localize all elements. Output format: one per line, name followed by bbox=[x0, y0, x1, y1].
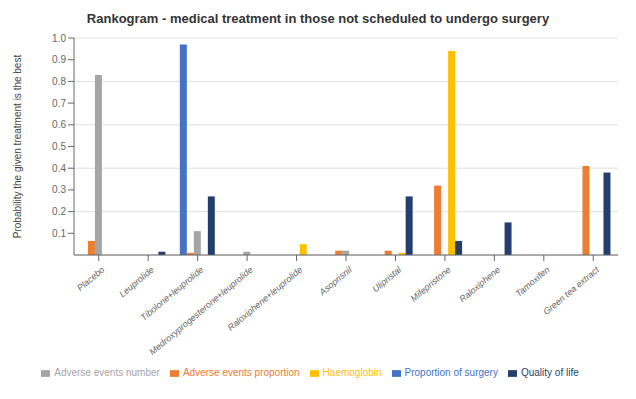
svg-text:1.0: 1.0 bbox=[52, 33, 66, 44]
svg-text:Leuprolide: Leuprolide bbox=[117, 265, 156, 300]
svg-text:Raloxiphene: Raloxiphene bbox=[457, 265, 502, 305]
svg-text:Placebo: Placebo bbox=[75, 265, 106, 294]
svg-text:0.8: 0.8 bbox=[52, 76, 66, 87]
svg-text:0.9: 0.9 bbox=[52, 54, 66, 65]
html-text:Haemoglobin: Haemoglobin bbox=[322, 367, 382, 378]
html-text:Proportion of surgery: Proportion of surgery bbox=[404, 367, 498, 378]
svg-text:Raloxiphene+leuprolide: Raloxiphene+leuprolide bbox=[226, 265, 305, 333]
svg-text:0.1: 0.1 bbox=[52, 228, 66, 239]
svg-text:0.7: 0.7 bbox=[52, 98, 66, 109]
svg-text:0.6: 0.6 bbox=[52, 119, 66, 130]
svg-text:Probability the given treatmen: Probability the given treatment is the b… bbox=[12, 55, 23, 239]
svg-text:Asoprisnil: Asoprisnil bbox=[317, 264, 355, 298]
svg-text:Tibolone+leuprolide: Tibolone+leuprolide bbox=[138, 264, 206, 323]
svg-text:0.4: 0.4 bbox=[52, 163, 66, 174]
html-text:Rankogram - medical treatment: Rankogram - medical treatment in those n… bbox=[86, 11, 550, 26]
svg-text:Mifepristone: Mifepristone bbox=[409, 265, 453, 304]
svg-text:Green tea extract: Green tea extract bbox=[541, 264, 601, 317]
svg-text:Medroxyprogesterone+leuprolide: Medroxyprogesterone+leuprolide bbox=[147, 265, 254, 357]
svg-text:Tamoxifen: Tamoxifen bbox=[514, 265, 552, 299]
html-text:Quality of life: Quality of life bbox=[520, 367, 579, 378]
svg-text:0.3: 0.3 bbox=[52, 184, 66, 195]
html-text:Adverse events proportion: Adverse events proportion bbox=[182, 367, 300, 378]
svg-text:0.2: 0.2 bbox=[52, 206, 66, 217]
html-text:Adverse events number: Adverse events number bbox=[54, 367, 160, 378]
svg-text:0.5: 0.5 bbox=[52, 141, 66, 152]
svg-text:Ulipristal: Ulipristal bbox=[370, 264, 404, 294]
